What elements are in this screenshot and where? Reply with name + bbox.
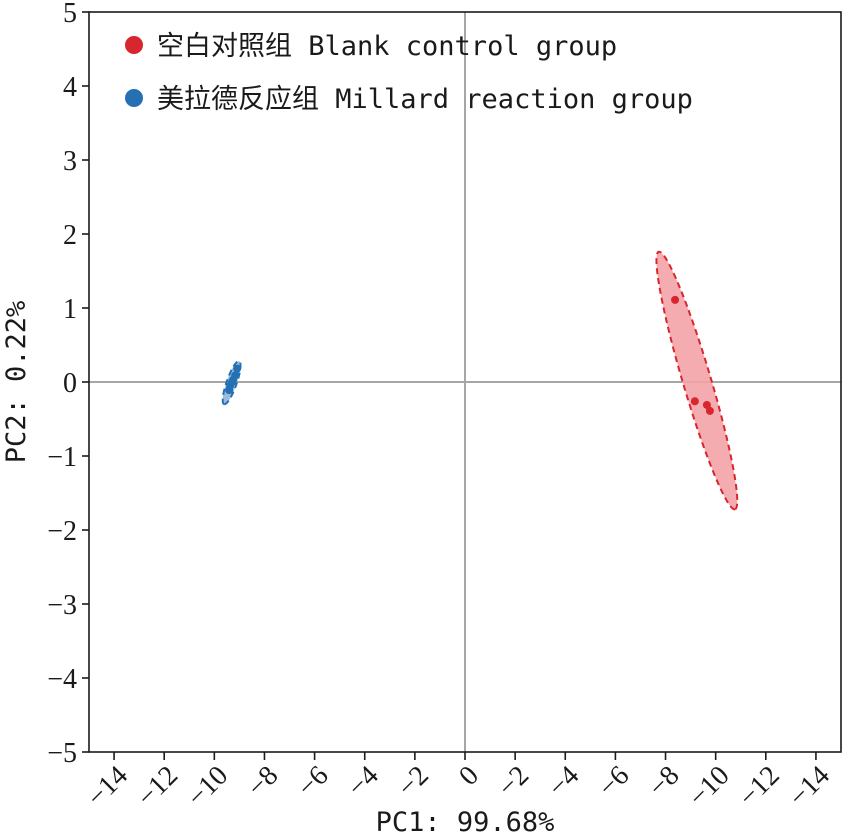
legend-marker-millard-reaction	[125, 89, 143, 107]
data-point-blank-control	[690, 397, 699, 406]
y-tick-label: 5	[63, 0, 77, 29]
legend-marker-blank-control	[125, 36, 143, 54]
data-point-millard-reaction	[233, 364, 242, 373]
x-tick-label: −4	[342, 760, 385, 803]
x-tick-label: −14	[783, 760, 836, 813]
y-axis: 5 4 3 2 1 0 −1 −2 −3 −4 −5	[47, 0, 89, 769]
confidence-ellipse-blank-control	[655, 250, 739, 511]
y-tick-label: 4	[63, 72, 77, 103]
data-point-millard-reaction	[225, 386, 234, 395]
y-tick-label: −1	[47, 442, 77, 473]
x-tick-label: −8	[241, 760, 284, 803]
legend-label-millard-reaction: 美拉德反应组 Millard reaction group	[157, 84, 693, 115]
data-points	[225, 295, 714, 415]
y-tick-label: −3	[47, 590, 77, 621]
reference-lines	[89, 12, 841, 752]
x-axis-label: PC1: 99.68%	[376, 807, 555, 837]
data-point-blank-control	[705, 406, 714, 415]
x-tick-label: −2	[392, 760, 435, 803]
x-tick-label: −6	[292, 760, 335, 803]
y-tick-label: 3	[63, 146, 77, 177]
x-tick-label: −6	[592, 760, 635, 803]
y-tick-label: −5	[47, 738, 77, 769]
x-tick-label: −2	[492, 760, 535, 803]
x-tick-label: −10	[181, 760, 234, 813]
x-tick-label: −12	[733, 760, 786, 813]
x-tick-label: −14	[81, 760, 134, 813]
x-axis: −14−12−10 −8 −6 −4 −2 0 −2 −4 −6 −8−10−12−14	[81, 752, 836, 813]
y-axis-label: PC2: 0.22%	[1, 301, 32, 464]
y-tick-label: 1	[63, 294, 77, 325]
x-tick-label: −10	[683, 760, 736, 813]
y-tick-label: 0	[63, 368, 77, 399]
data-point-blank-control	[671, 295, 680, 304]
x-tick-label: 0	[453, 760, 485, 792]
legend: 空白对照组 Blank control group 美拉德反应组 Millard…	[125, 31, 693, 115]
data-point-blank-control	[702, 400, 711, 409]
legend-label-blank-control: 空白对照组 Blank control group	[157, 31, 617, 62]
x-tick-label: −12	[131, 760, 184, 813]
y-tick-label: −4	[47, 664, 77, 695]
y-tick-label: 2	[63, 220, 77, 251]
y-tick-label: −2	[47, 516, 77, 547]
x-tick-label: −8	[642, 760, 685, 803]
x-tick-label: −4	[542, 760, 585, 803]
